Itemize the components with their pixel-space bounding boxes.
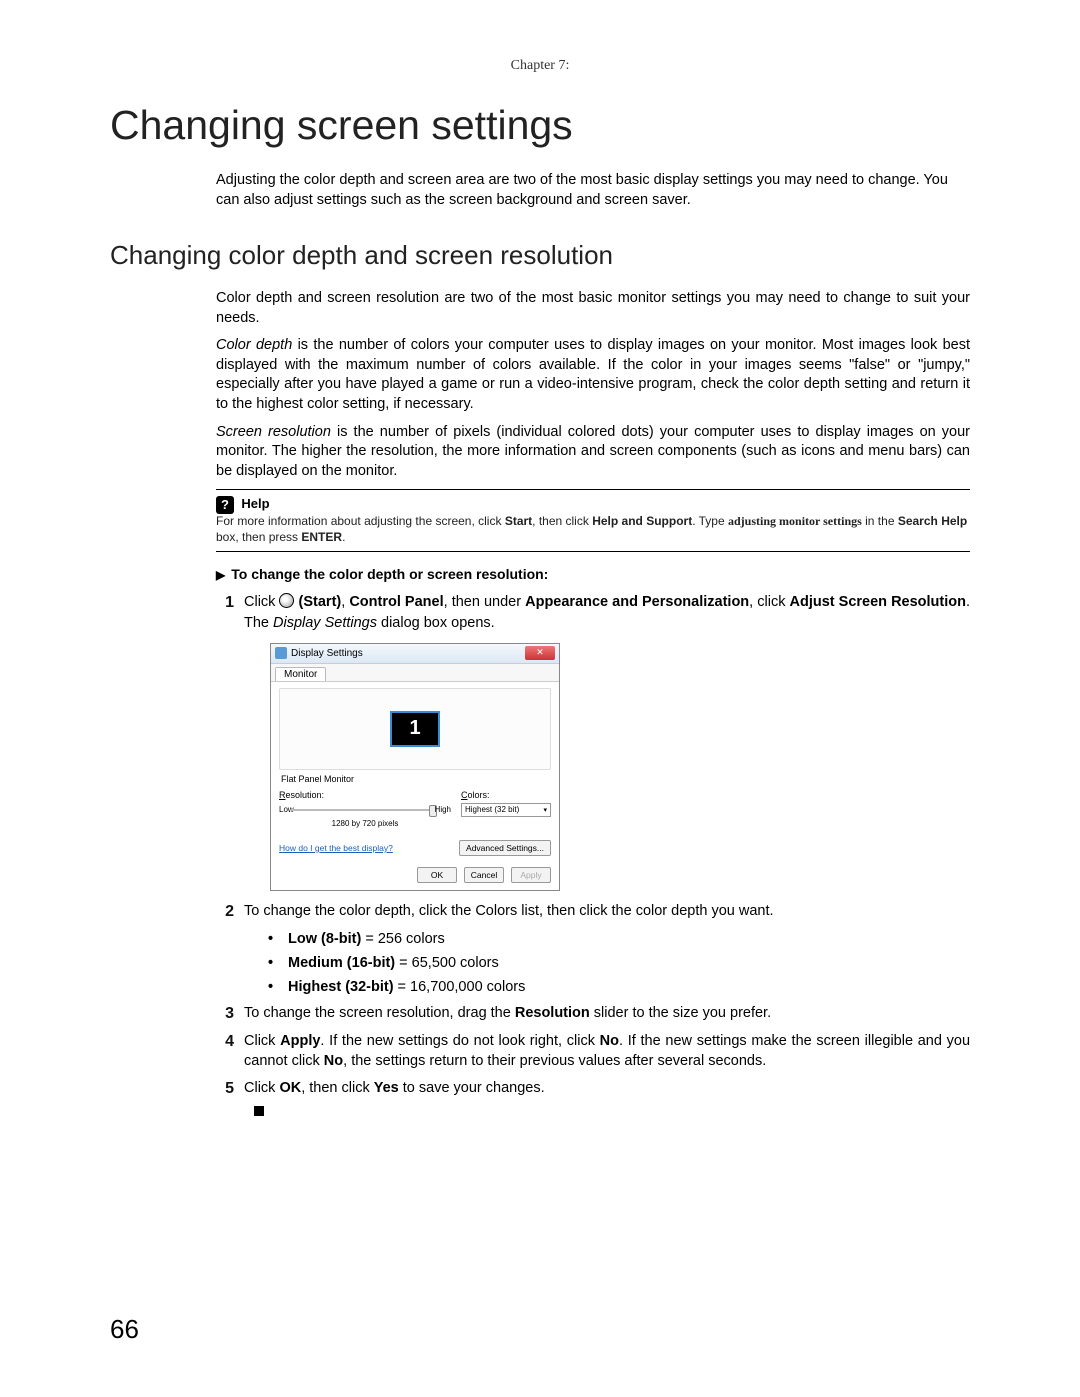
step-body: Click (Start), Control Panel, then under… <box>244 592 970 633</box>
list-item: • Low (8-bit) = 256 colors <box>268 929 970 951</box>
task-header-text: To change the color depth or screen reso… <box>231 566 548 582</box>
tab-monitor[interactable]: Monitor <box>275 667 326 681</box>
intro-paragraph: Adjusting the color depth and screen are… <box>216 171 970 210</box>
list-item: • Medium (16-bit) = 65,500 colors <box>268 953 970 975</box>
apply-button[interactable]: Apply <box>511 867 551 883</box>
chevron-down-icon: ▾ <box>543 806 547 814</box>
start-orb-icon <box>279 593 294 608</box>
ok-button[interactable]: OK <box>417 867 457 883</box>
step-number: 3 <box>216 1003 244 1025</box>
step-row: 4 Click Apply. If the new settings do no… <box>216 1031 970 1072</box>
slider-high-label: High <box>435 805 451 814</box>
triangle-icon: ▶ <box>216 568 225 582</box>
help-icon: ? <box>216 496 234 514</box>
step-row: 2 To change the color depth, click the C… <box>216 901 970 923</box>
cancel-button[interactable]: Cancel <box>464 867 504 883</box>
dialog-title: Display Settings <box>291 648 525 659</box>
section-title: Changing color depth and screen resoluti… <box>110 240 970 271</box>
step-row: 5 Click OK, then click Yes to save your … <box>216 1078 970 1100</box>
colors-label: Colors: <box>461 790 551 800</box>
step-number: 5 <box>216 1078 244 1100</box>
body-para-2: Color depth is the number of colors your… <box>216 336 970 414</box>
body-para-1: Color depth and screen resolution are tw… <box>216 289 970 328</box>
advanced-settings-button[interactable]: Advanced Settings... <box>459 840 551 856</box>
body-para-3: Screen resolution is the number of pixel… <box>216 423 970 482</box>
monitor-name-label: Flat Panel Monitor <box>281 774 551 784</box>
list-item: • Highest (32-bit) = 16,700,000 colors <box>268 977 970 999</box>
dialog-tabstrip: Monitor <box>271 664 559 682</box>
best-display-link[interactable]: How do I get the best display? <box>279 843 393 853</box>
dialog-titlebar: Display Settings ✕ <box>271 644 559 664</box>
end-of-task-icon <box>254 1106 264 1116</box>
step-number: 2 <box>216 901 244 923</box>
step-row: 3 To change the screen resolution, drag … <box>216 1003 970 1025</box>
close-button[interactable]: ✕ <box>525 646 555 660</box>
help-text: For more information about adjusting the… <box>216 514 967 544</box>
colors-combo[interactable]: Highest (32 bit) ▾ <box>461 803 551 817</box>
color-depth-term: Color depth <box>216 337 292 353</box>
help-box: ? Help For more information about adjust… <box>216 489 970 552</box>
display-settings-dialog: Display Settings ✕ Monitor 1 Flat Panel … <box>270 643 560 891</box>
step-body: Click OK, then click Yes to save your ch… <box>244 1078 970 1100</box>
resolution-slider[interactable]: Low High <box>279 803 451 817</box>
resolution-value: 1280 by 720 pixels <box>279 819 451 828</box>
task-header: ▶ To change the color depth or screen res… <box>216 566 970 582</box>
page-number: 66 <box>110 1314 139 1345</box>
step-row: 1 Click (Start), Control Panel, then und… <box>216 592 970 633</box>
bullet-list: • Low (8-bit) = 256 colors • Medium (16-… <box>268 929 970 998</box>
step-number: 4 <box>216 1031 244 1072</box>
para2-text: is the number of colors your computer us… <box>216 337 970 412</box>
resolution-label: Resolution: <box>279 790 451 800</box>
step-body: To change the color depth, click the Col… <box>244 901 970 923</box>
dialog-icon <box>275 647 287 659</box>
step-body: Click Apply. If the new settings do not … <box>244 1031 970 1072</box>
step-body: To change the screen resolution, drag th… <box>244 1003 970 1025</box>
help-title: Help <box>241 496 269 511</box>
dialog-footer: OK Cancel Apply <box>271 862 559 890</box>
monitor-rect[interactable]: 1 <box>390 711 440 747</box>
chapter-label: Chapter 7: <box>110 58 970 74</box>
page-title: Changing screen settings <box>110 102 970 149</box>
monitor-preview: 1 <box>279 688 551 770</box>
colors-value: Highest (32 bit) <box>465 805 519 814</box>
screen-resolution-term: Screen resolution <box>216 424 331 440</box>
step-number: 1 <box>216 592 244 633</box>
